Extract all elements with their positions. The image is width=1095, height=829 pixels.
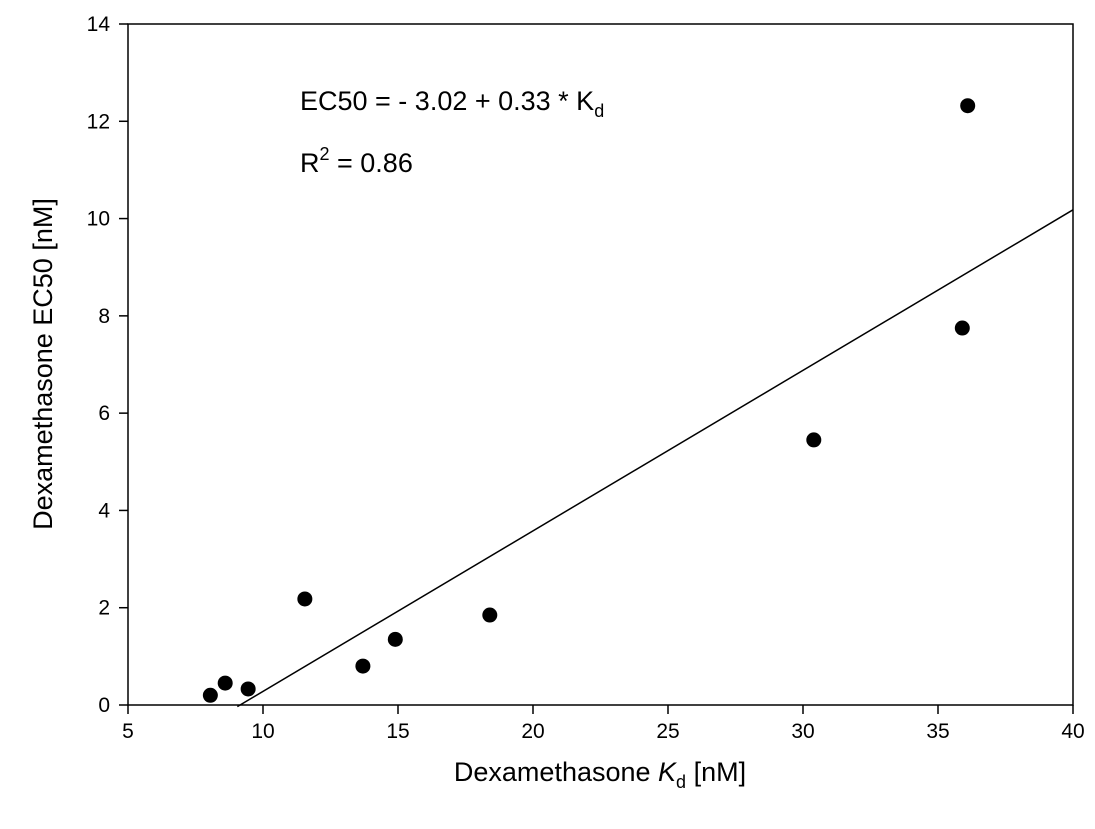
x-tick-label: 20 xyxy=(521,720,544,743)
x-tick-label: 10 xyxy=(251,720,274,743)
regression-line xyxy=(236,209,1074,708)
data-point xyxy=(355,658,371,674)
data-point xyxy=(954,320,970,336)
y-tick-label: 12 xyxy=(87,110,110,133)
data-point xyxy=(482,607,498,623)
x-tick-label: 40 xyxy=(1061,720,1084,743)
x-axis-label-italic: K xyxy=(658,757,677,787)
x-tick-label: 35 xyxy=(926,720,949,743)
r-squared-suffix: = 0.86 xyxy=(330,148,413,178)
equation-text: EC50 = - 3.02 + 0.33 * K xyxy=(300,86,594,116)
x-axis-label-unit: [nM] xyxy=(686,757,746,787)
y-tick-label: 8 xyxy=(98,305,110,328)
y-tick-label: 14 xyxy=(87,13,111,36)
x-tick-label: 15 xyxy=(386,720,409,743)
tick-labels: 5 10 15 20 25 30 35 40 0 2 4 6 8 10 12 14 xyxy=(87,13,1085,743)
x-axis-label: Dexamethasone Kd [nM] xyxy=(454,757,746,792)
data-point xyxy=(297,591,313,607)
data-point xyxy=(960,98,976,114)
data-point xyxy=(387,631,403,647)
x-tick-label: 30 xyxy=(791,720,814,743)
data-point xyxy=(806,432,822,448)
plot-frame xyxy=(127,23,1074,706)
x-tick-label: 25 xyxy=(656,720,679,743)
r-squared-prefix: R xyxy=(300,148,320,178)
y-axis-label: Dexamethasone EC50 [nM] xyxy=(28,198,58,530)
data-point xyxy=(240,681,256,697)
r-squared-superscript: 2 xyxy=(320,144,330,164)
r-squared-annotation: R2 = 0.86 xyxy=(300,144,413,178)
data-point xyxy=(217,675,233,691)
y-tick-label: 6 xyxy=(98,402,110,425)
x-tick-label: 5 xyxy=(122,720,134,743)
x-axis-label-main: Dexamethasone xyxy=(454,757,658,787)
x-axis-label-subscript: d xyxy=(676,772,686,792)
data-points xyxy=(202,98,976,703)
equation-subscript: d xyxy=(594,101,604,121)
y-tick-label: 2 xyxy=(98,597,110,620)
y-tick-label: 0 xyxy=(98,694,110,717)
y-tick-label: 4 xyxy=(98,499,110,522)
y-tick-label: 10 xyxy=(87,208,110,231)
data-point xyxy=(202,687,218,703)
equation-annotation: EC50 = - 3.02 + 0.33 * Kd xyxy=(300,86,604,121)
ticks xyxy=(119,23,1074,714)
